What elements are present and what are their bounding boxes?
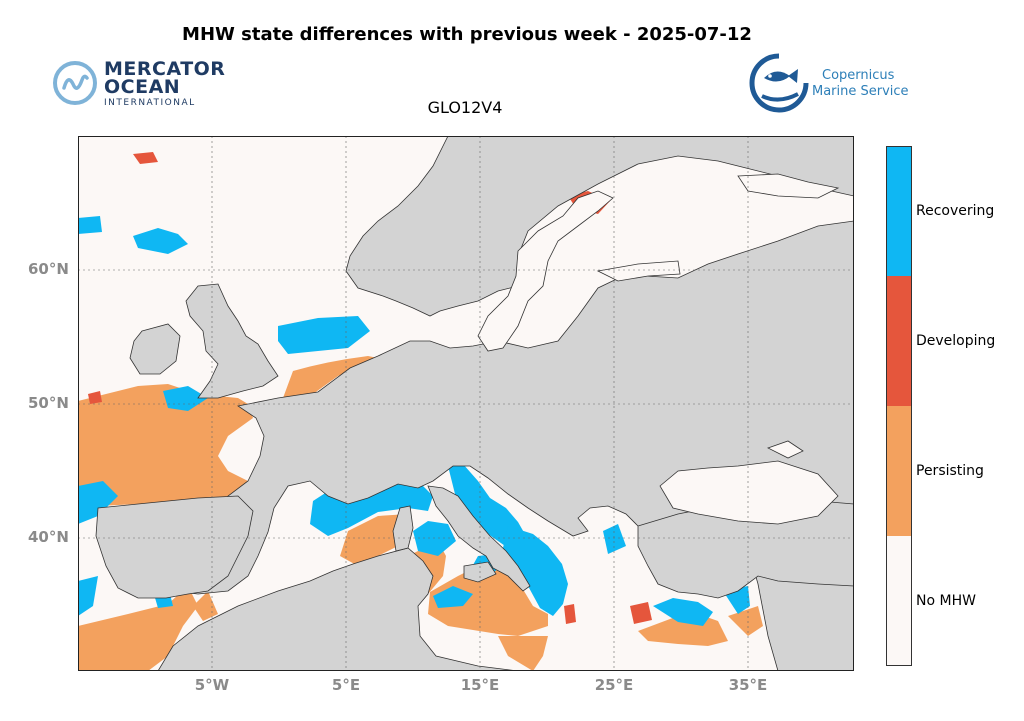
chart-title: MHW state differences with previous week…: [182, 24, 752, 45]
legend-colorbar: [886, 146, 912, 666]
copernicus-name: Copernicus: [822, 68, 895, 83]
copernicus-fish-icon: [749, 53, 809, 113]
legend-label-no-mhw: No MHW: [916, 593, 976, 609]
gulf-of-finland: [596, 260, 681, 282]
lon-label-5e: 5°E: [331, 676, 361, 694]
mercator-name-2: OCEAN: [104, 76, 181, 98]
map-border: [78, 136, 854, 671]
scandinavia-land: [345, 136, 854, 317]
land-masses: [78, 136, 854, 671]
continent-land: [155, 220, 854, 671]
legend-label-persisting: Persisting: [916, 463, 984, 479]
azov-sea: [766, 440, 804, 459]
britain-land: [185, 283, 279, 399]
mercator-tagline: INTERNATIONAL: [104, 98, 196, 108]
lat-label-40n: 40°N: [28, 528, 69, 546]
copernicus-service: Marine Service: [812, 84, 909, 99]
lon-label-35e: 35°E: [728, 676, 768, 694]
mercator-wave-icon: [53, 61, 97, 105]
mercator-name: MERCATOR: [104, 58, 226, 80]
lon-label-15e: 15°E: [460, 676, 500, 694]
lat-label-50n: 50°N: [28, 394, 69, 412]
inland-seas: [477, 173, 840, 525]
legend-label-recovering: Recovering: [916, 203, 995, 219]
ireland-land: [129, 323, 181, 375]
lon-label-5w: 5°W: [194, 676, 230, 694]
copernicus-logo: Copernicus Marine Service: [748, 52, 928, 114]
legend-swatch-no-mhw: [887, 536, 911, 665]
lon-label-25e: 25°E: [594, 676, 634, 694]
legend-swatch-persisting: [887, 406, 911, 536]
model-subtitle: GLO12V4: [427, 98, 503, 117]
sardinia-land: [392, 505, 414, 552]
iberia-land: [95, 495, 254, 599]
italy-land: [427, 485, 531, 592]
lat-label-60n: 60°N: [28, 260, 69, 278]
baltic-sea: [477, 190, 614, 352]
graticule: [78, 136, 854, 671]
mercator-logo: MERCATOR OCEAN INTERNATIONAL: [52, 58, 232, 112]
mhw-map: [78, 136, 854, 671]
legend-swatch-developing: [887, 276, 911, 406]
legend-label-developing: Developing: [916, 333, 996, 349]
legend-swatch-recovering: [887, 147, 911, 276]
white-sea: [737, 173, 840, 199]
black-sea: [659, 460, 839, 525]
